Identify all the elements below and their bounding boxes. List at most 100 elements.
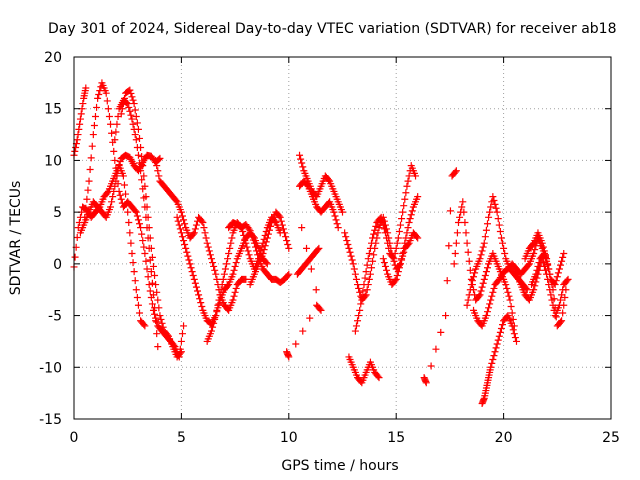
data-point	[243, 243, 251, 251]
data-point	[262, 238, 270, 246]
data-point	[261, 242, 269, 250]
data-point	[131, 131, 139, 139]
data-point	[299, 327, 307, 335]
data-point	[456, 213, 464, 221]
data-point	[111, 136, 119, 144]
data-point	[558, 257, 566, 265]
data-point	[342, 233, 350, 241]
data-point	[111, 156, 119, 164]
x-tick-label: 0	[70, 430, 79, 446]
data-point	[133, 212, 141, 220]
data-point	[497, 325, 505, 332]
data-point	[157, 315, 165, 323]
data-point	[181, 220, 189, 228]
data-point	[218, 281, 226, 289]
data-point	[292, 340, 300, 348]
data-point	[493, 340, 501, 348]
data-point	[155, 155, 163, 163]
data-point	[71, 253, 79, 261]
data-point	[465, 291, 473, 299]
data-point	[277, 217, 285, 225]
y-tick-label: 20	[44, 50, 62, 66]
data-point	[403, 182, 411, 190]
data-point	[374, 372, 382, 380]
data-point	[226, 244, 234, 252]
data-point	[503, 284, 511, 292]
data-point	[499, 239, 507, 247]
data-point	[180, 216, 188, 224]
data-point	[541, 253, 549, 261]
data-point	[486, 208, 494, 216]
data-point	[140, 172, 148, 180]
data-point	[564, 275, 572, 283]
data-point	[333, 220, 341, 228]
data-point	[363, 261, 371, 269]
axis-ticks	[73, 56, 612, 420]
data-point	[398, 215, 406, 223]
x-tick-label: 25	[602, 430, 620, 446]
data-point	[359, 287, 367, 295]
data-point	[83, 195, 91, 203]
data-point	[529, 240, 537, 248]
data-point	[139, 237, 147, 245]
series-arc-z	[521, 229, 568, 289]
data-point	[509, 326, 517, 334]
data-point	[72, 144, 80, 151]
data-point	[151, 271, 159, 279]
data-point	[351, 327, 359, 335]
data-point	[495, 221, 503, 229]
data-point	[375, 374, 383, 382]
data-point	[396, 260, 404, 268]
data-point	[119, 100, 127, 108]
data-point	[297, 155, 305, 163]
data-point	[230, 292, 238, 300]
data-point	[194, 287, 202, 295]
data-point	[263, 260, 271, 268]
chart-title: Day 301 of 2024, Sidereal Day-to-day VTE…	[48, 21, 617, 37]
data-point	[177, 348, 185, 356]
data-point	[214, 301, 222, 309]
gridlines	[74, 57, 611, 419]
data-point	[481, 233, 489, 241]
data-point	[122, 190, 130, 198]
data-point	[489, 356, 497, 364]
data-point	[141, 322, 149, 330]
data-point	[395, 264, 403, 272]
data-point	[512, 337, 520, 345]
data-point	[487, 296, 495, 304]
data-point	[483, 308, 491, 316]
data-point	[91, 112, 99, 120]
data-point	[126, 86, 134, 94]
data-point	[392, 275, 400, 283]
data-point	[118, 105, 126, 113]
data-point	[144, 213, 152, 221]
data-point	[470, 273, 478, 281]
data-point	[156, 154, 164, 162]
plot-frame	[73, 56, 612, 420]
data-point	[147, 244, 155, 252]
y-tick-label: -10	[39, 360, 62, 376]
data-point	[134, 151, 142, 159]
data-point	[181, 240, 189, 248]
data-point	[539, 243, 547, 251]
data-point	[312, 286, 320, 294]
data-point	[245, 251, 253, 259]
data-point	[152, 317, 160, 325]
data-point	[185, 256, 193, 264]
data-point	[317, 306, 325, 314]
data-point	[395, 228, 403, 236]
data-point	[155, 304, 163, 312]
data-point	[458, 203, 466, 211]
data-point	[192, 283, 200, 291]
data-point	[177, 208, 185, 216]
data-point	[383, 266, 391, 274]
data-point	[76, 115, 84, 123]
data-point	[489, 288, 497, 296]
data-point	[223, 260, 231, 268]
data-point	[553, 273, 561, 281]
data-point	[95, 90, 103, 98]
data-point	[267, 222, 275, 230]
data-point	[153, 162, 161, 170]
data-point	[249, 236, 257, 244]
data-point	[540, 250, 548, 258]
